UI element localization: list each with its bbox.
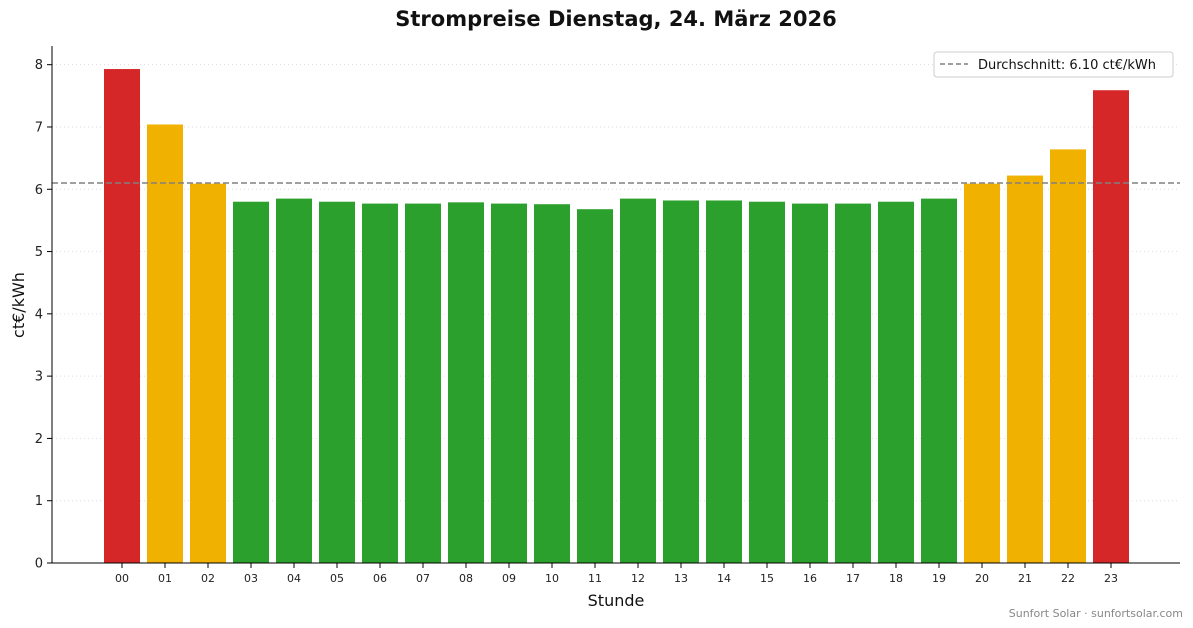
x-tick-label: 03	[244, 572, 258, 585]
x-tick-label: 09	[502, 572, 516, 585]
x-tick-label: 22	[1061, 572, 1075, 585]
bar-hour-05	[319, 201, 355, 563]
y-tick-label: 4	[35, 307, 43, 322]
legend-box	[933, 51, 1174, 78]
bar-hour-04	[276, 198, 312, 563]
x-tick-label: 23	[1104, 572, 1118, 585]
x-tick-label: 21	[1018, 572, 1032, 585]
bar-hour-17	[835, 203, 871, 564]
x-tick-label: 06	[373, 572, 387, 585]
y-tick-label: 5	[35, 245, 43, 260]
credit-text: Sunfort Solar · sunfortsolar.com	[1009, 607, 1183, 620]
y-tick-label: 2	[35, 432, 43, 447]
x-tick-label: 05	[330, 572, 344, 585]
bar-hour-01	[147, 124, 183, 563]
x-tick-label: 16	[803, 572, 817, 585]
bar-hour-08	[448, 202, 484, 564]
bar-hour-03	[233, 201, 269, 563]
bar-hour-11	[577, 209, 613, 564]
x-ticks: 00 01 02 03 04 05 06 07 08 09 10 11 12 13 14 15 16 17 18 19…	[115, 563, 1118, 585]
x-tick-label: 13	[674, 572, 688, 585]
y-tick-label: 8	[35, 58, 43, 73]
y-tick-label: 6	[35, 183, 43, 198]
legend: Durchschnitt: 6.10 ct€/kWh	[933, 51, 1174, 78]
bar-hour-20	[964, 183, 1000, 563]
bar-hour-23	[1093, 90, 1129, 563]
bar-hour-16	[792, 203, 828, 564]
bar-hour-18	[878, 201, 914, 563]
y-tick-label: 1	[35, 494, 43, 509]
bar-hour-21	[1007, 175, 1043, 563]
x-tick-label: 08	[459, 572, 473, 585]
x-axis-label: Stunde	[588, 591, 645, 610]
x-tick-label: 00	[115, 572, 129, 585]
bar-hour-00	[104, 69, 140, 563]
x-tick-label: 01	[158, 572, 172, 585]
x-tick-label: 17	[846, 572, 860, 585]
x-tick-label: 20	[975, 572, 989, 585]
bar-hour-14	[706, 200, 742, 563]
bar-hour-07	[405, 203, 441, 564]
x-tick-label: 11	[588, 572, 602, 585]
bar-hour-13	[663, 200, 699, 563]
bar-hour-15	[749, 201, 785, 563]
y-axis-label: ct€/kWh	[9, 272, 28, 338]
bar-hour-06	[362, 203, 398, 564]
y-tick-label: 3	[35, 370, 43, 385]
chart-title: Strompreise Dienstag, 24. März 2026	[395, 7, 836, 31]
y-tick-label: 7	[35, 120, 43, 135]
x-tick-label: 10	[545, 572, 559, 585]
x-tick-label: 18	[889, 572, 903, 585]
x-tick-label: 04	[287, 572, 301, 585]
bars	[104, 69, 1129, 564]
y-tick-label: 0	[35, 557, 43, 572]
bar-hour-12	[620, 198, 656, 563]
y-ticks: 0 1 2 3 4 5 6 7 8	[35, 58, 52, 572]
bar-hour-02	[190, 183, 226, 563]
bar-hour-09	[491, 203, 527, 564]
x-tick-label: 07	[416, 572, 430, 585]
x-tick-label: 02	[201, 572, 215, 585]
bar-hour-10	[534, 204, 570, 563]
x-tick-label: 15	[760, 572, 774, 585]
x-tick-label: 19	[932, 572, 946, 585]
bar-hour-22	[1050, 149, 1086, 563]
x-tick-label: 12	[631, 572, 645, 585]
x-tick-label: 14	[717, 572, 731, 585]
axes	[51, 46, 1180, 564]
bar-hour-19	[921, 198, 957, 563]
legend-label: Durchschnitt: 6.10 ct€/kWh	[978, 58, 1156, 73]
